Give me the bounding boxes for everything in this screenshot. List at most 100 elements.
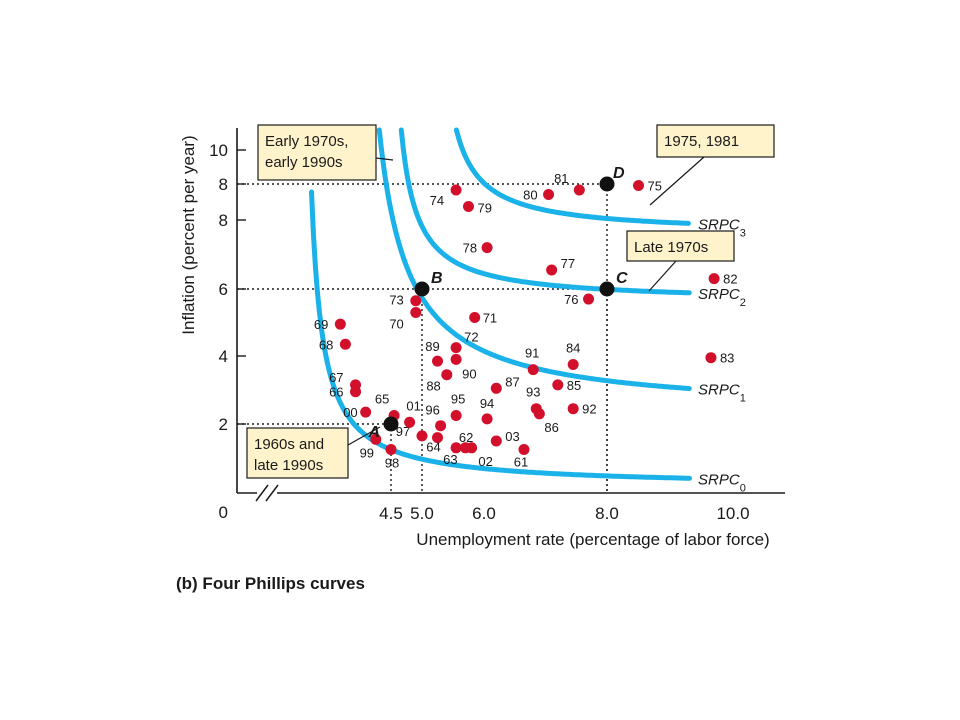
callout-box — [246, 427, 349, 479]
data-point — [469, 311, 481, 323]
y-axis-title: Inflation (percent per year) — [179, 135, 198, 334]
data-point-label: 78 — [463, 241, 477, 256]
data-point-label: 73 — [389, 293, 403, 308]
data-point — [573, 184, 585, 196]
data-point-label: 00 — [343, 405, 357, 420]
data-point — [432, 355, 443, 367]
data-point-label: 68 — [319, 337, 333, 352]
data-point-label: 98 — [385, 456, 399, 471]
curve-label-srpc0: SRPC0 — [698, 471, 746, 494]
data-point-label: 96 — [425, 403, 439, 418]
data-point-label: 89 — [425, 339, 439, 354]
data-point — [543, 189, 555, 200]
data-point-label: 97 — [396, 424, 410, 439]
callout-box — [257, 124, 377, 181]
data-point — [410, 295, 422, 307]
data-point — [552, 379, 564, 391]
curve-label-subscript: 0 — [740, 482, 746, 494]
data-point — [567, 403, 579, 415]
data-point — [463, 201, 474, 212]
callout-box — [626, 230, 735, 262]
data-point — [416, 430, 428, 442]
key-point-label-b: B — [431, 270, 443, 287]
data-point — [518, 444, 530, 455]
data-point — [527, 364, 539, 376]
data-point-label: 71 — [483, 310, 497, 325]
x-tick-label: 6.0 — [472, 504, 496, 523]
data-point — [490, 435, 502, 447]
callout-text: Late 1970s — [634, 239, 708, 256]
callout-text: Early 1970s, — [265, 133, 348, 150]
x-tick-label: 5.0 — [410, 504, 434, 523]
phillips-curve-3 — [453, 127, 691, 226]
y-tick-label: 0 — [219, 503, 228, 522]
key-point-a — [383, 416, 399, 432]
data-point-label: 92 — [582, 402, 596, 417]
data-point-label: 90 — [462, 366, 476, 381]
data-point — [441, 369, 453, 381]
data-point — [410, 306, 422, 318]
data-point — [450, 353, 462, 365]
key-point-label-d: D — [613, 165, 625, 182]
data-point-label: 81 — [554, 171, 568, 186]
data-point — [481, 242, 493, 254]
data-point-label: 69 — [314, 317, 328, 332]
x-tick-label: 8.0 — [595, 504, 619, 523]
x-axis-title: Unemployment rate (percentage of labor f… — [416, 530, 769, 549]
curve-label-srpc2: SRPC2 — [698, 286, 746, 309]
data-point-label: 61 — [514, 455, 528, 470]
data-point-label: 67 — [329, 370, 343, 385]
callout-box — [656, 124, 775, 158]
data-point-label: 02 — [478, 454, 492, 469]
callout-leader — [648, 260, 677, 292]
data-point-label: 63 — [443, 452, 457, 467]
data-point — [481, 413, 493, 425]
data-point-label: 99 — [360, 445, 374, 460]
data-point — [583, 293, 595, 305]
data-point-label: 65 — [375, 392, 389, 407]
callout-leader — [649, 156, 705, 206]
data-point — [350, 379, 362, 391]
data-point — [432, 432, 443, 444]
data-point-label: 91 — [525, 346, 539, 361]
data-point — [370, 433, 382, 445]
data-point — [705, 352, 717, 364]
curve-label-subscript: 3 — [740, 227, 746, 239]
data-point — [708, 273, 720, 285]
data-point-label: 70 — [389, 316, 403, 331]
x-tick-label: 4.5 — [379, 504, 403, 523]
data-point-label: 88 — [426, 379, 440, 394]
data-point — [385, 444, 397, 455]
y-tick-label: 2 — [219, 415, 228, 434]
key-point-d — [599, 176, 615, 192]
callouts: Early 1970s, early 1990s 1975, 1981 Late 19… — [246, 124, 775, 479]
x-tick-label: 10.0 — [716, 504, 749, 523]
data-point-label: 76 — [564, 292, 578, 307]
data-point-label: 83 — [720, 351, 734, 366]
data-point — [490, 382, 502, 394]
y-tick-label: 8 — [219, 211, 228, 230]
data-point-label: 64 — [426, 440, 440, 455]
phillips-curve-2 — [398, 127, 692, 296]
y-tick-label: 10 — [209, 141, 228, 160]
data-point-label: 75 — [648, 179, 662, 194]
data-point-label: 01 — [406, 398, 420, 413]
data-point — [435, 420, 447, 432]
y-tick-label: 4 — [219, 347, 228, 366]
callout-leader — [375, 157, 394, 161]
data-point — [567, 359, 579, 370]
data-point-label: 74 — [430, 193, 444, 208]
data-point-label: 77 — [561, 256, 575, 271]
data-point-label: 72 — [464, 330, 478, 345]
axis-break-symbol — [255, 484, 279, 502]
curve-label-subscript: 1 — [740, 393, 746, 405]
data-point-label: 03 — [505, 429, 519, 444]
y-tick-label: 6 — [219, 280, 228, 299]
data-point — [633, 180, 644, 191]
data-point-label: 87 — [505, 374, 519, 389]
data-point-label: 66 — [329, 385, 343, 400]
data-point — [334, 318, 346, 330]
